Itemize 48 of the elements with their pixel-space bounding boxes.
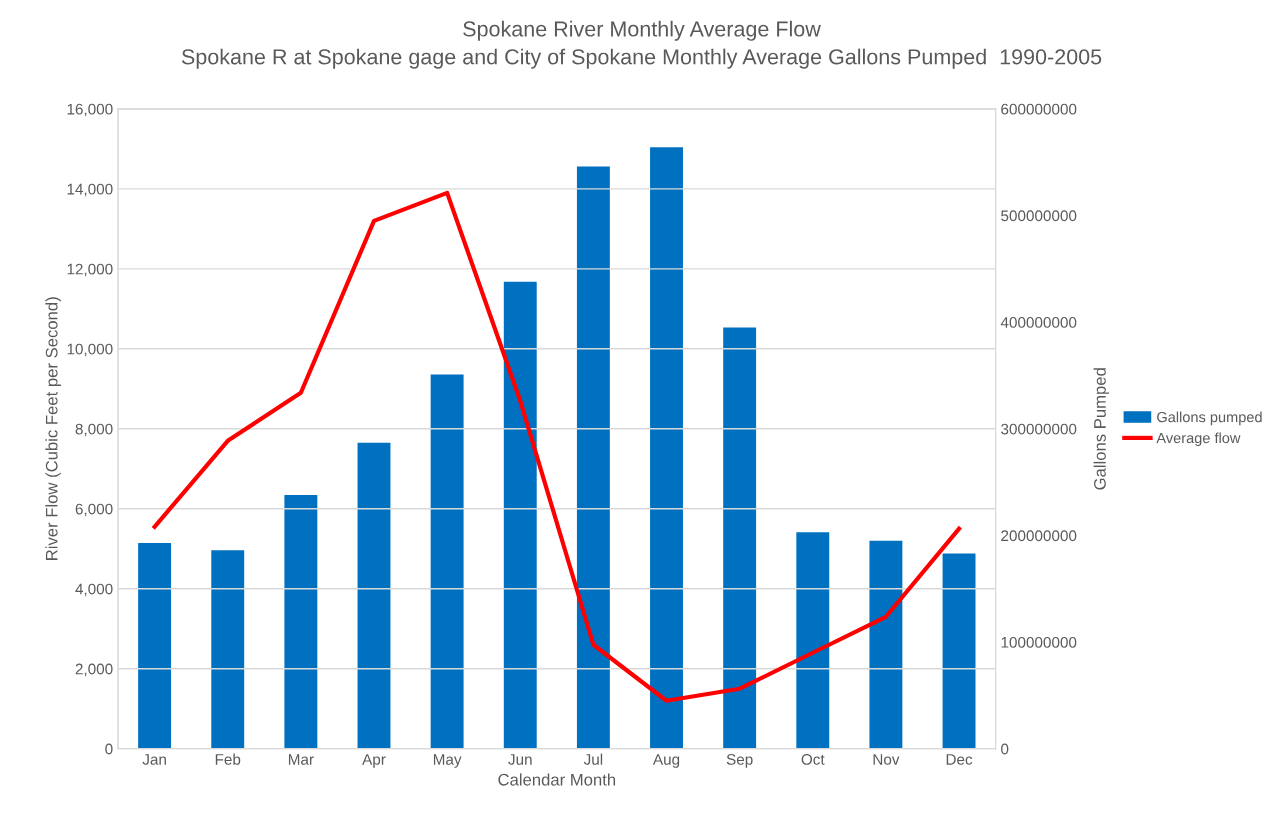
y-tick-label: 0 xyxy=(105,743,113,755)
x-tick-label: Jul xyxy=(583,753,603,765)
bar xyxy=(576,166,610,749)
legend-label: Average flow xyxy=(1156,432,1241,447)
x-tick-label: Mar xyxy=(288,754,314,765)
x-tick-label: Jun xyxy=(508,754,532,765)
y2-tick-label: 400000000 xyxy=(1000,317,1077,328)
y-tick-label: 12,000 xyxy=(67,263,113,277)
x-tick-label: Dec xyxy=(946,754,973,765)
x-tick-label: Aug xyxy=(652,754,680,768)
x-tick-label: Nov xyxy=(873,754,900,765)
x-axis-title: Calendar Month xyxy=(498,773,616,786)
y2-axis-title: Gallons Pumped xyxy=(1093,368,1110,490)
y2-tick-label: 600000000 xyxy=(1001,103,1077,115)
bar xyxy=(503,281,537,749)
bar xyxy=(796,532,830,749)
y-tick-label: 10,000 xyxy=(67,343,113,357)
legend-label: Gallons pumped xyxy=(1157,411,1262,426)
y-tick-label: 14,000 xyxy=(67,183,113,197)
y-tick-label: 4,000 xyxy=(75,583,113,597)
y2-tick-label: 200000000 xyxy=(1001,530,1077,542)
x-tick-label: Jan xyxy=(142,754,166,765)
y2-tick-label: 0 xyxy=(1001,743,1009,755)
y2-tick-label: 100000000 xyxy=(1001,636,1077,648)
y-tick-label: 2,000 xyxy=(75,663,113,677)
bar xyxy=(357,442,391,749)
bar xyxy=(650,147,683,749)
y2-tick-label: 500000000 xyxy=(1001,210,1077,222)
y-axis-title: River Flow (Cubic Feet per Second) xyxy=(45,297,61,560)
bar xyxy=(211,550,245,749)
bar xyxy=(284,494,318,749)
bar xyxy=(138,542,172,749)
chart-title: Spokane River Monthly Average Flow xyxy=(463,20,821,41)
bar xyxy=(723,327,757,749)
y2-tick-label: 300000000 xyxy=(1001,423,1077,435)
chart-subtitle: Spokane R at Spokane gage and City of Spokane Monthly Average Gallons Pumped 1990-2005 xyxy=(181,48,1102,69)
line-series xyxy=(152,190,962,703)
y-tick-label: 6,000 xyxy=(75,503,113,517)
x-tick-label: May xyxy=(433,754,462,768)
bar xyxy=(869,540,903,749)
bar xyxy=(430,374,464,749)
x-tick-label: Sep xyxy=(726,754,753,768)
x-tick-label: Oct xyxy=(801,754,825,765)
bar xyxy=(942,553,976,749)
y-tick-label: 16,000 xyxy=(67,103,113,117)
x-tick-label: Apr xyxy=(362,754,386,768)
x-tick-label: Feb xyxy=(215,753,241,765)
y-tick-label: 8,000 xyxy=(75,423,113,437)
